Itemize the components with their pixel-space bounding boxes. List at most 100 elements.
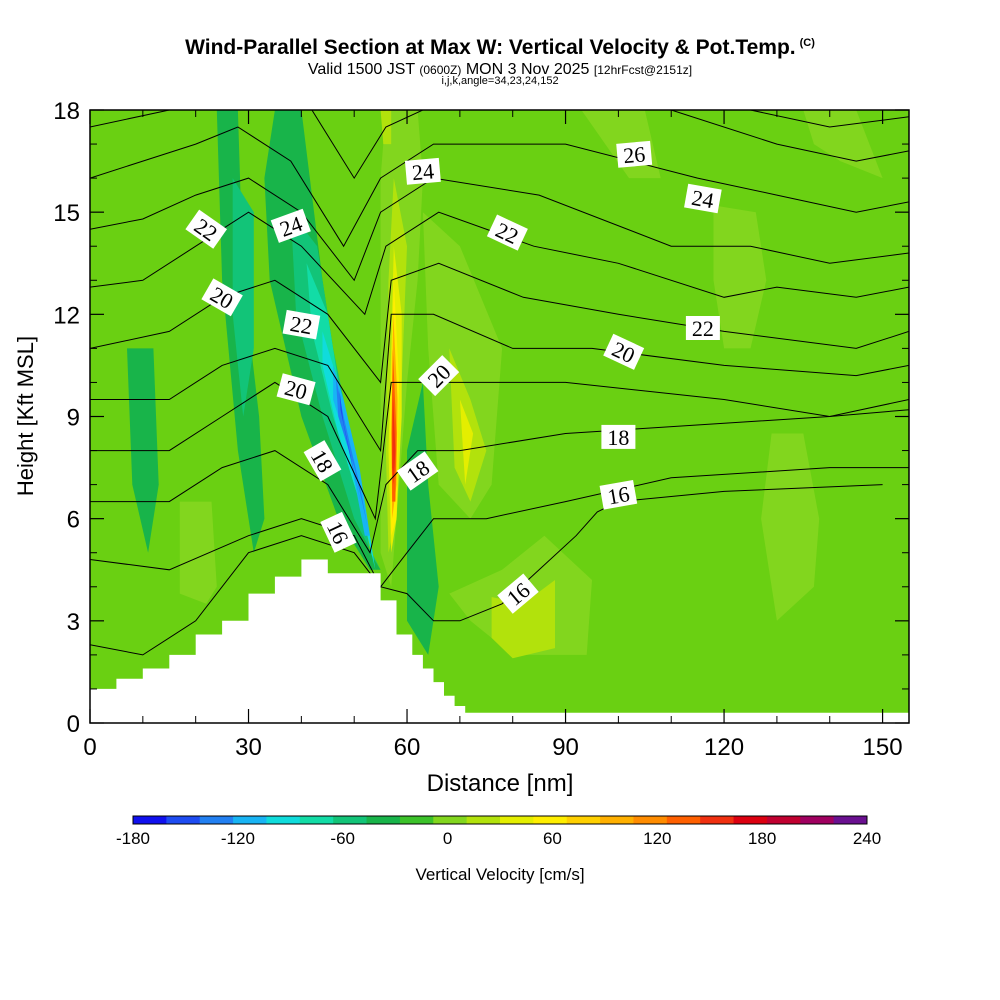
contour-label: 22	[685, 316, 720, 341]
copyright-mark: (C)	[799, 37, 815, 49]
valid-date: MON 3 Nov 2025	[465, 61, 590, 78]
velocity-region	[179, 501, 217, 604]
colorbar-swatch	[433, 816, 468, 824]
axes: 0 30 60 90 120 150 0 3 6 9 12 15 18	[53, 98, 909, 761]
contour-label: 24	[404, 157, 441, 185]
colorbar-tick-label: 180	[748, 829, 776, 848]
colorbar-swatch	[266, 816, 301, 824]
isentrope-line	[90, 110, 909, 180]
colorbar: -180 -120 -60 0 60 120 180 240	[116, 815, 881, 848]
grid-info: i,j,k,angle=34,23,24,152	[0, 75, 1000, 87]
colorbar-tick-label: 240	[853, 829, 881, 848]
grid-info-text: i,j,k,angle=34,23,24,152	[441, 75, 559, 87]
contour-label-box	[282, 309, 321, 340]
isentrope-line	[90, 381, 909, 521]
contour-label: 22	[282, 309, 321, 340]
colorbar-frame	[132, 815, 868, 825]
velocity-region	[407, 382, 439, 655]
colorbar-swatch	[600, 816, 634, 824]
contour-label: 18	[601, 424, 636, 450]
colorbar-swatch	[533, 816, 568, 824]
colorbar-tick-label: 60	[543, 829, 562, 848]
contour-label-box	[486, 214, 528, 251]
contour-label-box	[320, 511, 357, 553]
contour-label-box	[404, 157, 441, 185]
x-tick-label: 30	[235, 734, 262, 761]
y-tick-label: 9	[67, 405, 80, 432]
colorbar-swatch	[833, 816, 868, 824]
isentrope-line	[748, 110, 909, 128]
colorbar-swatch	[399, 816, 434, 824]
contour-label-box	[685, 316, 720, 340]
valid-time: Valid 1500 JST	[307, 61, 415, 78]
colorbar-tick-label: 0	[443, 829, 452, 848]
colorbar-swatch	[766, 816, 801, 824]
colorbar-swatch	[466, 816, 501, 824]
contour-label-text: 16	[605, 481, 631, 509]
contour-label-box	[418, 355, 460, 397]
isentrope-line	[90, 409, 909, 554]
contour-label-box	[396, 451, 439, 491]
chart-subtitle: Valid 1500 JST (0600Z) MON 3 Nov 2025 [1…	[0, 61, 1000, 79]
velocity-region	[335, 375, 368, 526]
contour-label-box	[185, 209, 228, 249]
contour-label-text: 24	[411, 158, 435, 185]
colorbar-label: Vertical Velocity [cm/s]	[415, 865, 584, 884]
colorbar-tick-label: 120	[643, 829, 671, 848]
colorbar-swatch	[633, 816, 668, 824]
colorbar-swatch	[133, 816, 167, 824]
colorbar-swatch	[299, 816, 334, 824]
contour-label-text: 26	[622, 141, 646, 168]
x-tick-label: 150	[863, 734, 903, 761]
colorbar-swatch	[800, 816, 835, 824]
y-tick-label: 18	[53, 98, 80, 125]
contour-label: 24	[684, 183, 722, 214]
velocity-region	[491, 580, 555, 659]
chart-title: Wind-Parallel Section at Max W: Vertical…	[0, 36, 1000, 60]
contour-label-box	[601, 424, 636, 449]
colorbar-swatch	[366, 816, 401, 824]
contour-label-text: 24	[690, 185, 716, 213]
y-tick-label: 12	[53, 302, 80, 329]
isentrope-line	[90, 177, 909, 282]
contour-label-box	[603, 333, 645, 370]
y-axis-label: Height [Kft MSL]	[13, 336, 38, 496]
colorbar-swatch	[700, 816, 735, 824]
x-axis-label: Distance [nm]	[427, 770, 574, 797]
contour-label: 20	[276, 373, 316, 406]
velocity-region	[761, 433, 820, 621]
velocity-region	[713, 205, 767, 349]
velocity-region	[459, 399, 474, 485]
velocity-region	[803, 110, 883, 179]
y-tick-label: 15	[53, 200, 80, 227]
contour-label-text: 22	[288, 311, 314, 339]
contour-label-box	[684, 183, 722, 214]
colorbar-swatch	[333, 816, 368, 824]
contour-label-box	[201, 278, 243, 317]
contour-label-box	[270, 208, 311, 243]
colorbar-swatch	[666, 816, 701, 824]
colorbar-tick-label: -180	[116, 829, 150, 848]
y-tick-label: 3	[67, 609, 80, 636]
colorbar-swatch	[566, 816, 601, 824]
isentrope-line	[90, 467, 909, 588]
velocity-region	[392, 389, 396, 485]
isentrope-line	[90, 126, 909, 248]
contour-label-text: 18	[607, 425, 629, 450]
contour-label-box	[616, 140, 653, 168]
contour-label-text: 22	[692, 316, 714, 341]
x-tick-label: 0	[83, 734, 96, 761]
x-tick-label: 120	[704, 734, 744, 761]
isentrope-line	[90, 313, 909, 453]
terrain-mask	[90, 559, 909, 723]
colorbar-swatch	[166, 816, 201, 824]
x-tick-label: 90	[552, 734, 579, 761]
contour-label: 16	[599, 480, 638, 510]
contour-label-box	[276, 373, 316, 406]
colorbar-swatch	[500, 816, 534, 824]
contour-label: 26	[616, 140, 653, 168]
y-tick-label: 6	[67, 507, 80, 534]
colorbar-swatch	[733, 816, 768, 824]
x-tick-label: 60	[394, 734, 421, 761]
